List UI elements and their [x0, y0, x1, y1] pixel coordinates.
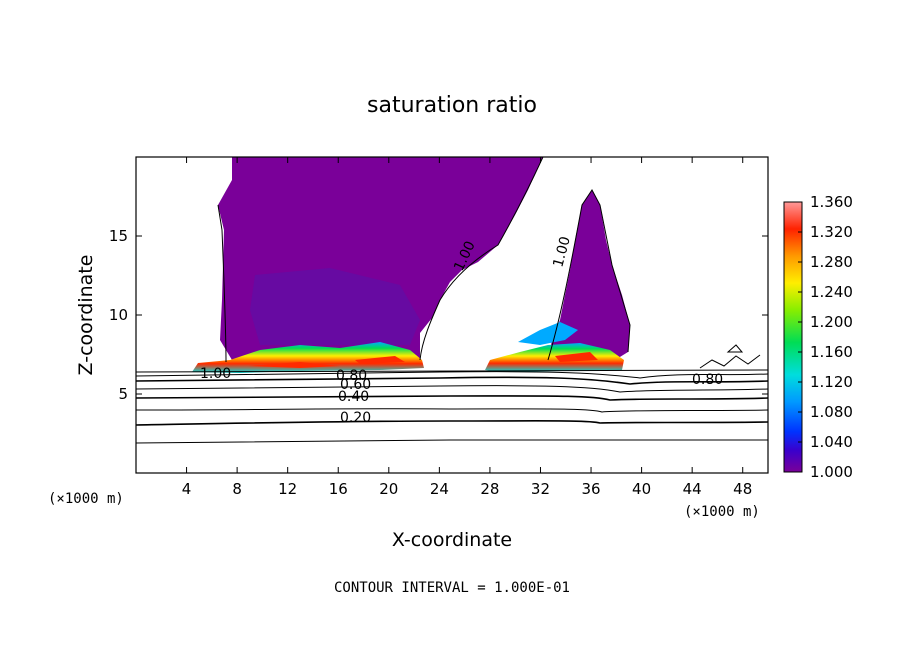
left-supersaturation-band: [192, 342, 424, 373]
y-axis-title: Z-coordinate: [75, 255, 97, 376]
chart-title: saturation ratio: [367, 93, 537, 118]
contour-label: 1.00: [550, 235, 574, 269]
x-tick-label: 4: [182, 480, 192, 498]
x-tick-label: 20: [379, 480, 398, 498]
plot-area: 0.20 0.40 0.60 0.80 1.00 0.80 1.00 1.00: [136, 157, 768, 444]
contour-label: 0.80: [692, 372, 723, 388]
contour-label: 0.80: [336, 368, 367, 384]
contour-interval-note: CONTOUR INTERVAL = 1.000E-01: [334, 580, 570, 596]
right-plume-region: [548, 190, 630, 360]
colorbar-tick-label: 1.160: [810, 343, 853, 361]
x-tick-label: 48: [733, 480, 752, 498]
contour-label: 1.00: [200, 366, 231, 382]
x-tick-label: 12: [278, 480, 297, 498]
y-tick-label: 15: [109, 227, 128, 245]
x-axis-title: X-coordinate: [392, 529, 512, 551]
y-tick-label: 10: [109, 306, 128, 324]
colorbar-tick-label: 1.200: [810, 313, 853, 331]
x-tick-label: 36: [581, 480, 600, 498]
colorbar-tick-label: 1.040: [810, 433, 853, 451]
x-tick-label: 40: [632, 480, 651, 498]
y-tick-label: 5: [118, 385, 128, 403]
x-tick-label: 16: [329, 480, 348, 498]
colorbar-tick-label: 1.280: [810, 253, 853, 271]
colorbar-tick-label: 1.320: [810, 223, 853, 241]
x-tick-label: 8: [232, 480, 242, 498]
x-unit-label: (×1000 m): [48, 491, 124, 507]
x-tick-label: 28: [480, 480, 499, 498]
y-axis: 5 10 15: [109, 227, 768, 403]
right-supersaturation-band: [485, 343, 624, 372]
x-tick-label: 24: [430, 480, 449, 498]
colorbar-tick-label: 1.000: [810, 463, 853, 481]
colorbar-tick-label: 1.360: [810, 193, 853, 211]
contour-label: 0.40: [338, 389, 369, 405]
colorbar-tick-label: 1.240: [810, 283, 853, 301]
x-tick-label: 32: [531, 480, 550, 498]
contour-label: 0.20: [340, 410, 371, 426]
x-axis: 4 8 12 16 20 24 28 32 36 40 44 48: [182, 157, 752, 498]
x-tick-label: 44: [683, 480, 702, 498]
colorbar: [783, 201, 803, 473]
colorbar-tick-label: 1.120: [810, 373, 853, 391]
colorbar-ticks: 1.000 1.040 1.080 1.120 1.160 1.200 1.240 1.280…: [798, 193, 853, 481]
contour-label: 0.60: [340, 377, 371, 393]
z-unit-label: (×1000 m): [684, 504, 760, 520]
colorbar-tick-label: 1.080: [810, 403, 853, 421]
